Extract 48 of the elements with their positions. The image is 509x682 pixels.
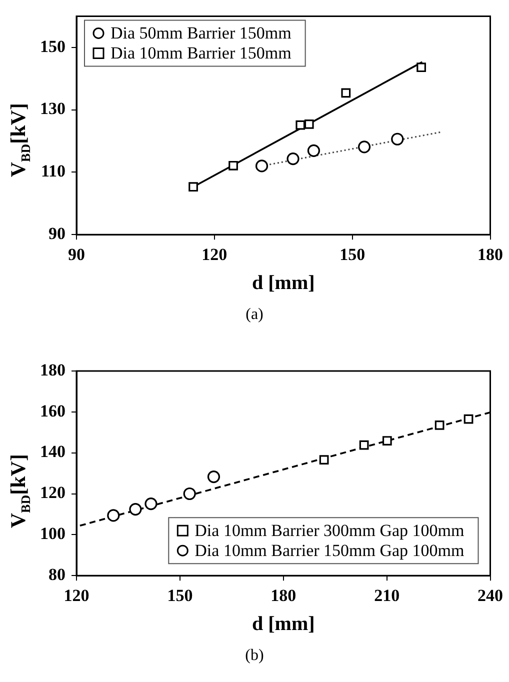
point	[188, 182, 198, 192]
point	[382, 436, 392, 446]
point	[286, 152, 300, 166]
x-tick-label: 120	[202, 245, 228, 264]
y-tick-label: 140	[40, 442, 66, 462]
y-tick-label: 80	[48, 564, 66, 584]
point	[228, 160, 238, 170]
point	[107, 509, 120, 522]
legend-label: Dia 10mm Barrier 150mm	[110, 44, 292, 63]
y-tick-label: 90	[48, 224, 66, 243]
y-tick-label: 120	[40, 483, 66, 502]
x-tick-label: 180	[478, 245, 503, 264]
x-tick-label: 90	[68, 245, 85, 264]
point	[207, 470, 220, 484]
point	[129, 503, 142, 516]
y-tick-label: 160	[40, 401, 66, 420]
y-tick-label: 150	[40, 36, 66, 56]
point	[144, 497, 158, 510]
legend-label: Dia 10mm Barrier 150mm Gap 100mm	[194, 541, 464, 560]
point	[255, 160, 268, 172]
legend-label: Dia 50mm Barrier 150mm	[110, 24, 292, 43]
point	[304, 119, 314, 129]
point	[183, 487, 196, 500]
y-tick-label: 130	[40, 99, 66, 118]
x-axis-title: d [mm]	[252, 613, 315, 636]
x-axis-title: d [mm]	[252, 272, 315, 294]
x-tick-label: 180	[270, 586, 296, 606]
point	[307, 144, 320, 157]
point	[359, 440, 369, 450]
y-tick-label: 180	[40, 360, 66, 380]
point	[416, 62, 426, 72]
point	[464, 414, 474, 424]
x-tick-label: 150	[167, 586, 193, 606]
x-tick-label: 240	[478, 586, 503, 606]
legend-label: Dia 10mm Barrier 300mm Gap 100mm	[194, 521, 464, 540]
x-tick-label: 150	[340, 245, 366, 264]
point	[391, 132, 404, 146]
text: (a)	[244, 306, 264, 324]
x-tick-label: 120	[64, 586, 90, 606]
point	[341, 88, 351, 98]
y-tick-label: 110	[40, 162, 66, 181]
point	[358, 140, 371, 154]
point	[434, 420, 444, 430]
y-tick-label: 100	[40, 524, 66, 544]
point	[296, 120, 306, 130]
x-tick-label: 210	[374, 586, 400, 606]
point	[319, 455, 329, 464]
text: (b)	[244, 647, 265, 665]
